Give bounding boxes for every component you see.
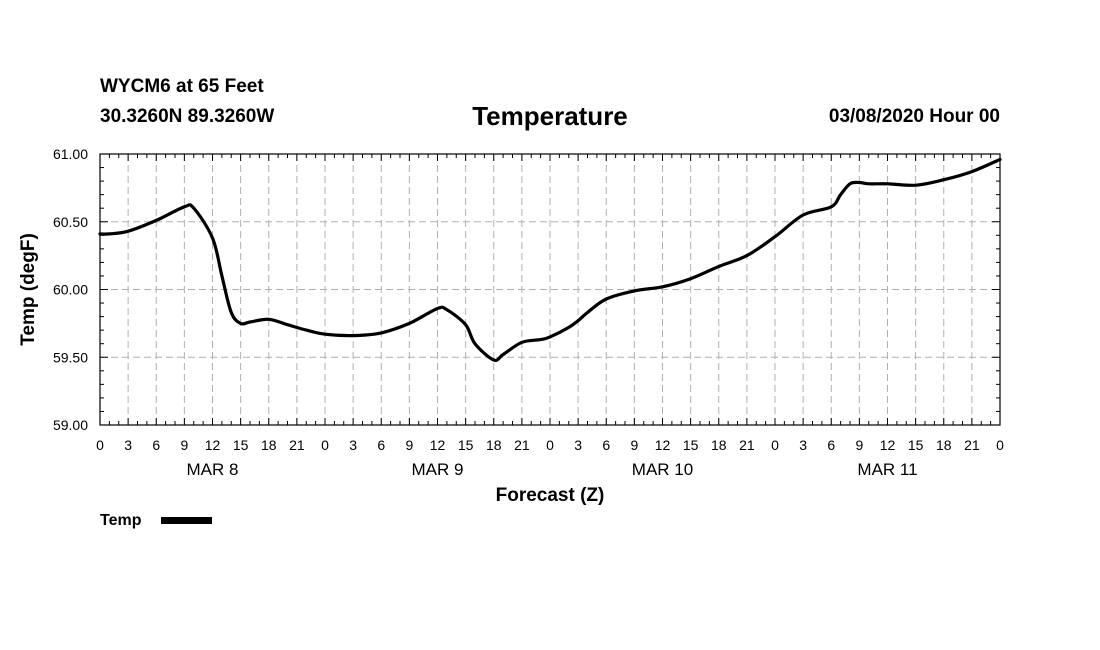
x-tick-label: 12 bbox=[205, 437, 221, 453]
date-label: MAR 9 bbox=[412, 460, 464, 479]
x-tick-label: 12 bbox=[655, 437, 671, 453]
x-tick-label: 9 bbox=[180, 437, 188, 453]
forecast-run-time: 03/08/2020 Hour 00 bbox=[828, 106, 1000, 127]
date-label: MAR 10 bbox=[632, 460, 693, 479]
x-tick-label: 6 bbox=[602, 437, 610, 453]
date-labels: MAR 8 MAR 9 MAR 10 MAR 11 bbox=[187, 460, 918, 479]
x-tick-label: 9 bbox=[630, 437, 638, 453]
x-tick-labels: 0 3 6 9 12 15 18 21 0 3 6 9 12 15 18 21 0 3 6 9 12 15 18 21 0 3 6 9… bbox=[96, 437, 1004, 453]
x-tick-label: 0 bbox=[546, 437, 554, 453]
x-tick-label: 6 bbox=[827, 437, 835, 453]
x-tick-label: 6 bbox=[377, 437, 385, 453]
x-tick-label: 0 bbox=[321, 437, 329, 453]
station-label: WYCM6 at 65 Feet bbox=[100, 76, 264, 97]
x-tick-label: 18 bbox=[936, 437, 952, 453]
x-tick-label: 3 bbox=[799, 437, 807, 453]
y-tick-label: 59.00 bbox=[53, 417, 88, 433]
x-tick-label: 6 bbox=[152, 437, 160, 453]
x-tick-label: 21 bbox=[739, 437, 755, 453]
y-tick-label: 60.50 bbox=[53, 214, 88, 230]
x-tick-label: 21 bbox=[964, 437, 980, 453]
x-tick-label: 9 bbox=[405, 437, 413, 453]
x-tick-label: 15 bbox=[683, 437, 699, 453]
grid-lines bbox=[100, 154, 1000, 425]
date-label: MAR 8 bbox=[187, 460, 239, 479]
x-tick-label: 0 bbox=[996, 437, 1004, 453]
x-tick-label: 3 bbox=[574, 437, 582, 453]
x-tick-label: 15 bbox=[908, 437, 924, 453]
chart-title: Temperature bbox=[472, 101, 628, 131]
x-tick-label: 12 bbox=[430, 437, 446, 453]
x-tick-label: 18 bbox=[711, 437, 727, 453]
y-tick-label: 60.00 bbox=[53, 282, 88, 298]
axis-ticks bbox=[99, 153, 1001, 426]
legend-label: Temp bbox=[100, 512, 142, 529]
x-tick-label: 18 bbox=[261, 437, 277, 453]
x-tick-label: 3 bbox=[349, 437, 357, 453]
x-tick-label: 0 bbox=[96, 437, 104, 453]
x-tick-label: 9 bbox=[855, 437, 863, 453]
date-label: MAR 11 bbox=[857, 460, 917, 479]
y-axis-title: Temp (degF) bbox=[18, 233, 39, 346]
x-tick-label: 21 bbox=[289, 437, 305, 453]
x-tick-label: 3 bbox=[124, 437, 132, 453]
y-tick-label: 59.50 bbox=[53, 349, 88, 365]
y-tick-label: 61.00 bbox=[53, 146, 88, 162]
x-tick-label: 15 bbox=[458, 437, 474, 453]
x-tick-label: 15 bbox=[233, 437, 249, 453]
station-coordinates: 30.3260N 89.3260W bbox=[100, 106, 275, 127]
legend-swatch bbox=[161, 517, 212, 524]
x-tick-label: 0 bbox=[771, 437, 779, 453]
x-tick-label: 18 bbox=[486, 437, 502, 453]
y-tick-labels: 59.00 59.50 60.00 60.50 61.00 bbox=[53, 146, 88, 433]
x-axis-title: Forecast (Z) bbox=[496, 485, 605, 506]
x-tick-label: 12 bbox=[880, 437, 896, 453]
temp-series-line bbox=[98, 157, 1002, 362]
x-tick-label: 21 bbox=[514, 437, 530, 453]
legend: Temp bbox=[100, 512, 212, 529]
